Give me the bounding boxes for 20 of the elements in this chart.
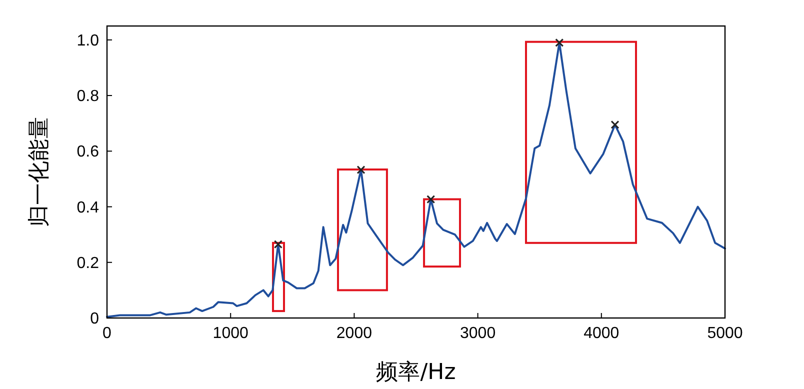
x-tick-label: 2000 [336, 325, 372, 342]
y-axis-title: 归一化能量 [27, 117, 52, 227]
y-tick-label: 0 [90, 310, 100, 328]
y-tick-label: 0.4 [76, 199, 100, 216]
x-tick-label: 0 [102, 325, 112, 342]
point [356, 165, 366, 174]
x-tick-label: 5000 [707, 325, 743, 342]
point [426, 194, 436, 204]
y-tick-label: 0.2 [76, 254, 100, 272]
y-tick-label: 0.8 [76, 88, 100, 106]
x-tick-label: 3000 [460, 325, 496, 342]
point [555, 38, 564, 47]
y-tick-label: 0.6 [76, 144, 100, 161]
y-tick-label: 1.0 [76, 32, 100, 50]
x-axis-title: 频率/Hz [376, 360, 456, 385]
point [274, 240, 282, 249]
x-tick-label: 1000 [212, 325, 248, 342]
x-tick-label: 4000 [584, 325, 620, 342]
point [610, 120, 620, 130]
line-series [106, 42, 726, 318]
